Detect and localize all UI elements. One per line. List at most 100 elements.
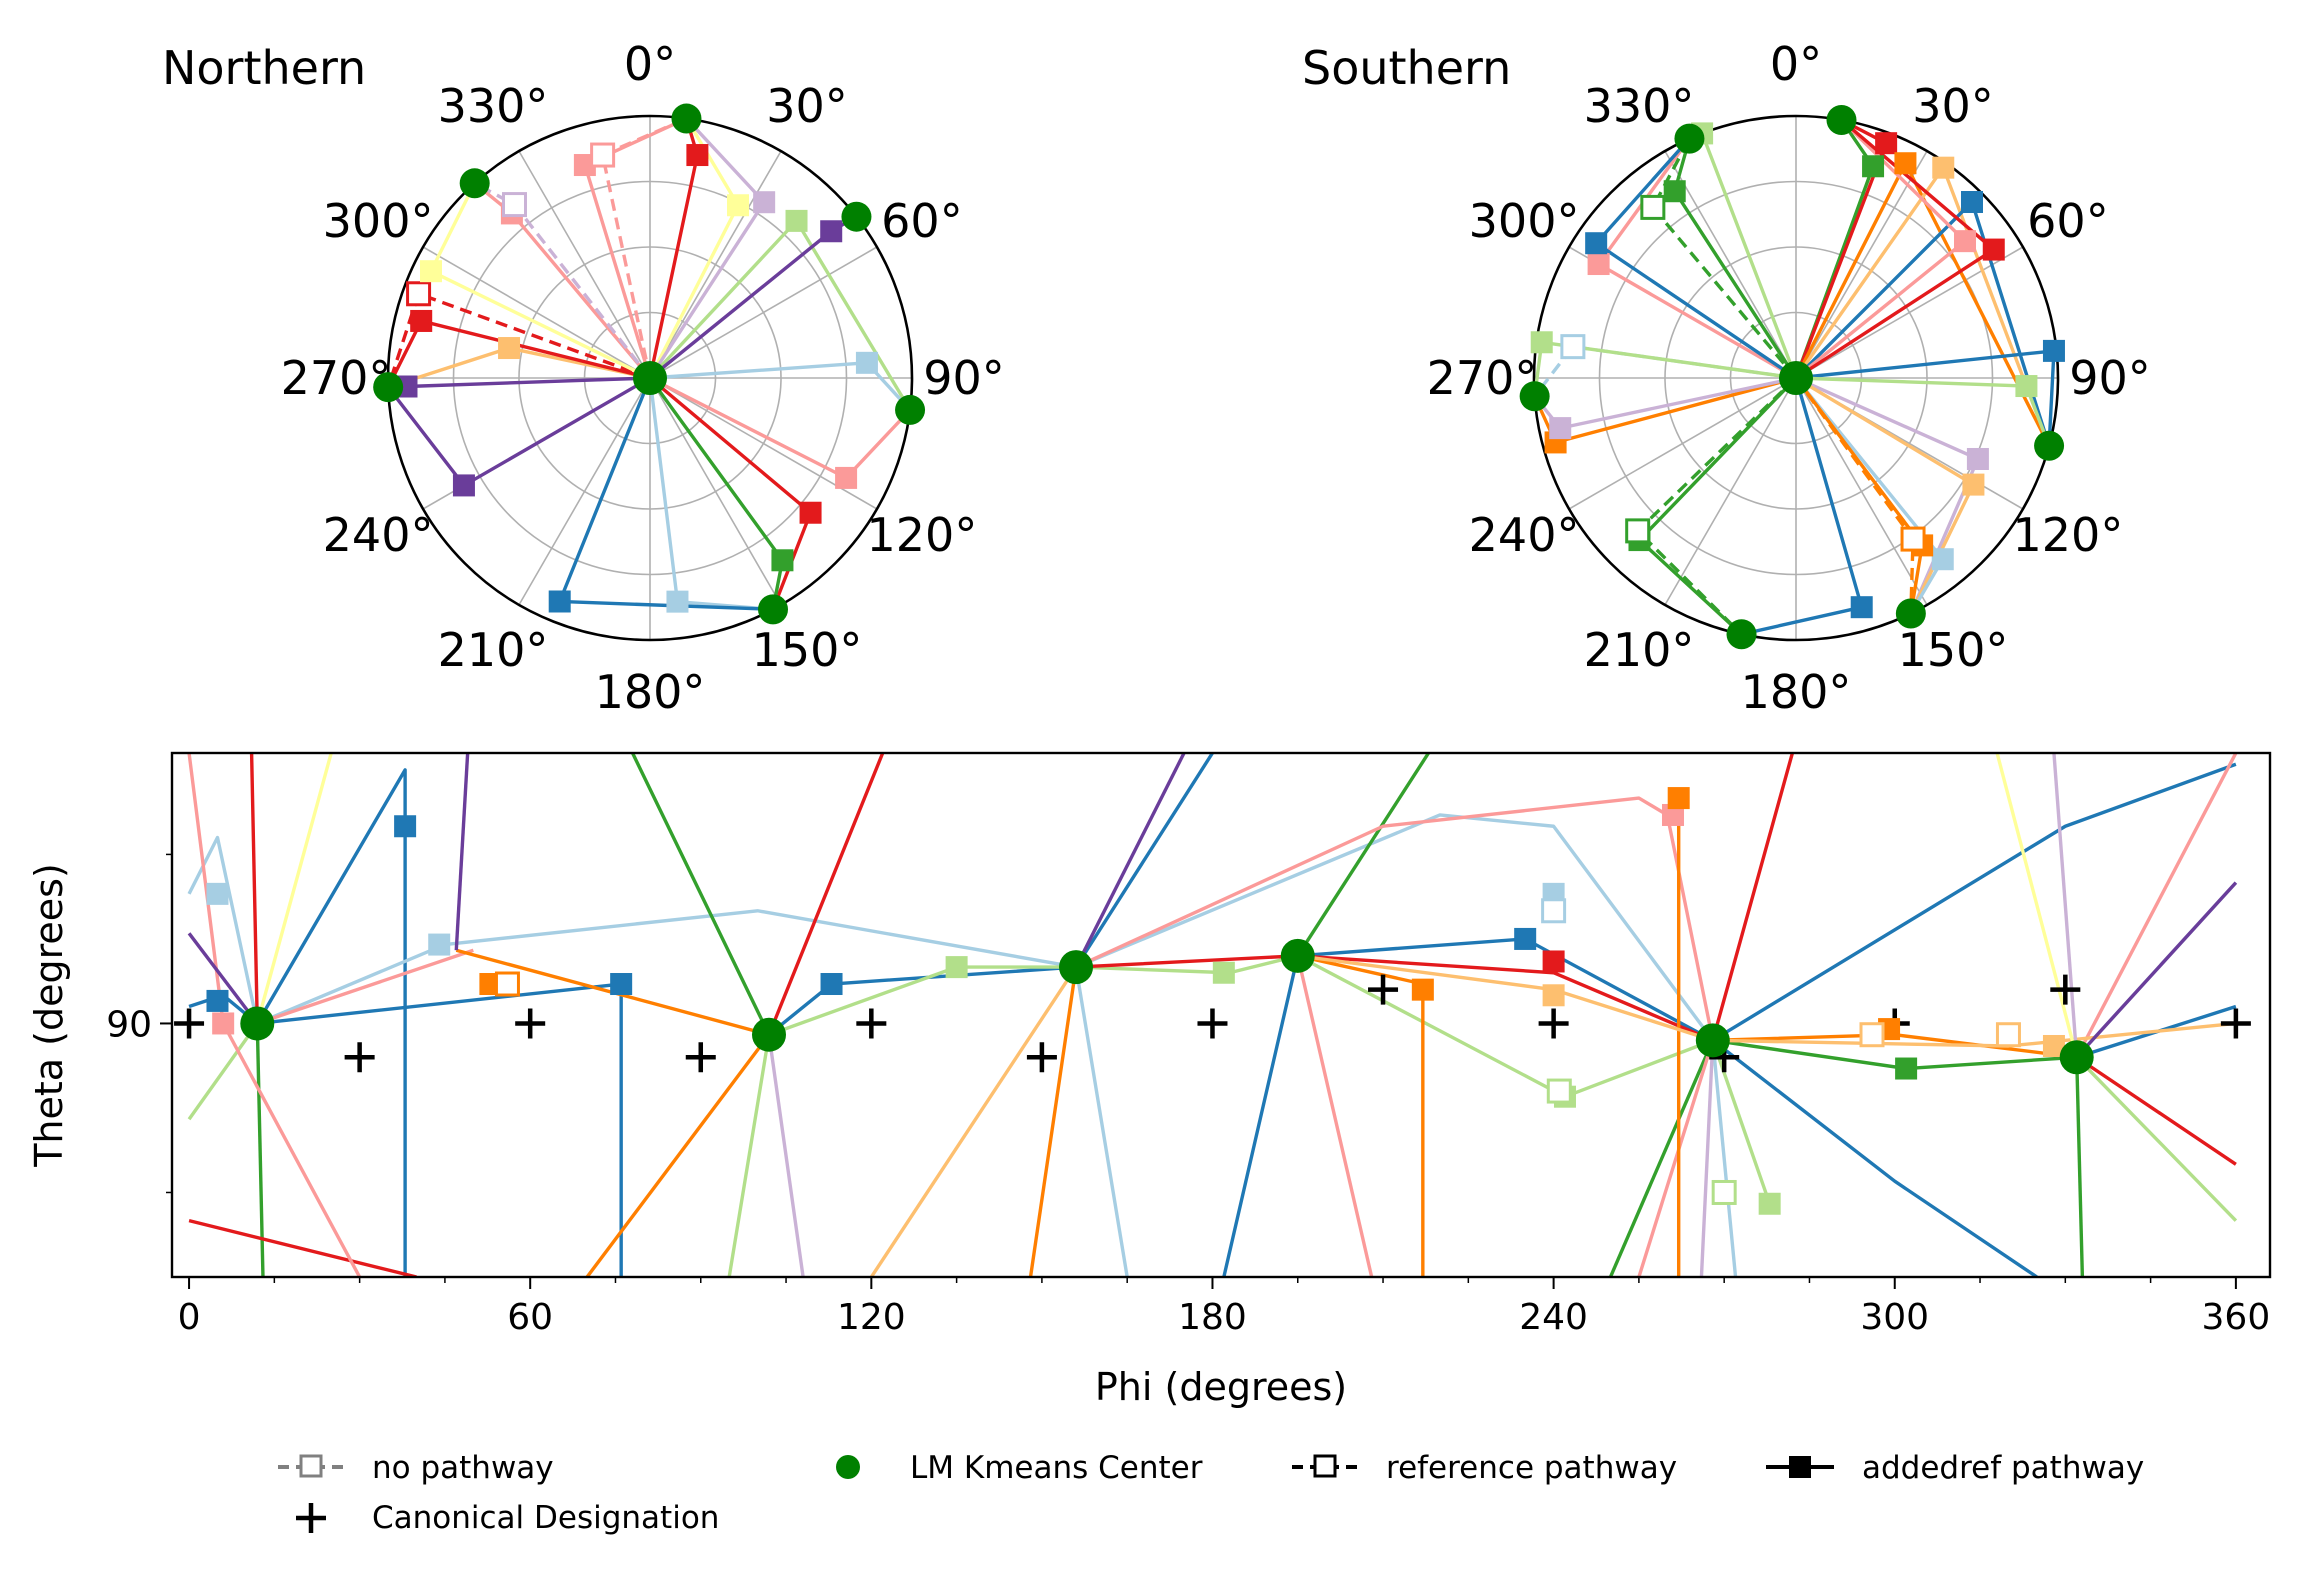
canonical-designation-marker (1197, 1008, 1228, 1039)
y-axis-tick-label: 90 (106, 1004, 152, 1045)
phi-theta-pathway-line (2075, 1055, 2237, 1166)
y-axis-ticks: 90 (106, 853, 172, 1194)
southern-kmeans-center (1726, 619, 1757, 650)
southern-pathway-marker (1962, 473, 1985, 496)
phi-theta-pathway-line (1637, 1039, 1715, 1277)
southern-kmeans-center (1779, 361, 1813, 395)
northern-theta-tick-label: 180° (595, 665, 706, 719)
phi-theta-pathway-line (767, 753, 885, 1036)
phi-theta-pathway-line (1074, 753, 1214, 969)
southern-theta-tick-label: 330° (1584, 79, 1695, 133)
southern-kmeans-center (1826, 104, 1857, 135)
canonical-designation-marker (856, 1008, 887, 1039)
northern-theta-tick-label: 240° (323, 508, 434, 562)
phi-theta-pathway-line (2074, 1057, 2085, 1277)
phi-theta-kmeans-center (2059, 1040, 2094, 1075)
canonical-designation-marker (174, 1008, 205, 1039)
x-axis-tick-label: 300 (1860, 1297, 1929, 1338)
southern-pathway-line (1651, 137, 1798, 380)
northern-angular-gridline (649, 150, 782, 379)
legend-no-pathway-label: no pathway (372, 1450, 554, 1486)
phi-theta-pathway-line (2075, 753, 2238, 1059)
northern-kmeans-center (671, 103, 702, 134)
southern-kmeans-center (1674, 123, 1705, 154)
phi-theta-pathway-marker (1662, 803, 1685, 826)
southern-pathway-marker (1862, 155, 1885, 178)
phi-theta-pathway-line (256, 909, 1077, 1026)
phi-theta-pathway-marker (1546, 1078, 1572, 1104)
legend-added-label: addedref pathway (1862, 1450, 2144, 1486)
southern-theta-tick-label: 150° (1898, 623, 2009, 677)
legend-reference-marker (1313, 1454, 1337, 1478)
phi-theta-markers (174, 787, 2251, 1215)
southern-polar-frame (1532, 114, 2060, 642)
phi-theta-pathway-line (869, 966, 1078, 1277)
northern-kmeans-center (758, 594, 789, 625)
phi-theta-plot-frame (170, 751, 2272, 1279)
northern-pathway-line (429, 182, 651, 380)
phi-theta-pathway-line (1711, 1040, 1738, 1277)
southern-theta-tick-label: 60° (2027, 194, 2109, 248)
phi-theta-kmeans-center (751, 1017, 786, 1052)
x-axis-tick-label: 60 (507, 1297, 553, 1338)
phi-theta-pathway-line (1608, 1039, 1715, 1277)
southern-pathway-marker (2042, 339, 2065, 362)
southern-pathway-marker (1585, 232, 1608, 255)
phi-theta-plot: 0 60 120 180 240 300 360 90 Phi (degrees) Thet… (27, 751, 2272, 1409)
southern-angular-gridline (1795, 377, 1928, 606)
southern-pathway-marker (1549, 417, 1572, 440)
phi-theta-pathway-marker (1995, 1022, 2021, 1048)
northern-theta-tick-label: 120° (867, 508, 978, 562)
southern-pathway-marker (1850, 596, 1873, 619)
legend-item-center: LM Kmeans Center (836, 1450, 1203, 1486)
phi-theta-kmeans-center (1280, 938, 1315, 973)
legend-added-marker (1789, 1456, 1811, 1478)
phi-theta-pathway-marker (1542, 950, 1565, 973)
northern-pathway-marker (799, 501, 822, 524)
phi-theta-pathway-line (249, 753, 259, 1024)
phi-theta-pathway-line (1075, 796, 1715, 1041)
northern-pathway-marker (498, 337, 521, 360)
canonical-designation-marker (685, 1042, 716, 1073)
legend-reference-label: reference pathway (1386, 1450, 1677, 1486)
northern-pathway-line (388, 376, 651, 488)
canonical-designation-marker (2220, 1008, 2251, 1039)
phi-theta-pathway-marker (206, 989, 229, 1012)
phi-theta-pathway-marker (1212, 961, 1235, 984)
northern-kmeans-center (841, 201, 872, 232)
northern-theta-tick-label: 0° (624, 37, 676, 91)
northern-theta-tick-label: 210° (438, 623, 549, 677)
phi-theta-pathway-marker (1542, 984, 1565, 1007)
northern-kmeans-center (895, 394, 926, 425)
southern-pathway-marker (1953, 230, 1976, 253)
canonical-designation-marker (2050, 974, 2081, 1005)
phi-theta-pathway-line (255, 753, 333, 1024)
phi-theta-pathway-line (727, 1034, 771, 1277)
southern-polar-plot: Southern 0° 30° 60° 90° 120° 150° 180° 210° 240°… (1302, 37, 2151, 719)
phi-theta-pathway-marker (1859, 1022, 1885, 1048)
phi-theta-pathway-line (1995, 753, 2079, 1058)
phi-theta-pathway-line (2075, 1056, 2238, 1222)
southern-pathway-marker (1560, 334, 1586, 360)
canonical-designation-marker (1026, 1042, 1057, 1073)
northern-pathway-marker (785, 209, 808, 232)
southern-theta-tick-label: 240° (1469, 508, 1580, 562)
phi-theta-pathway-line (2075, 881, 2238, 1059)
phi-theta-pathway-line (1699, 1040, 1715, 1277)
phi-theta-pathway-line (1296, 955, 1374, 1277)
x-axis-ticks: 0 60 120 180 240 300 360 (178, 1277, 2270, 1338)
phi-theta-pathway-line (1296, 753, 1430, 957)
southern-theta-tick-label: 30° (1912, 79, 1994, 133)
northern-pathway-marker (820, 220, 843, 243)
northern-angular-gridline (649, 246, 878, 379)
legend: no pathway LM Kmeans Center reference pa… (278, 1450, 2144, 1536)
northern-angular-gridline (422, 246, 651, 379)
southern-theta-tick-labels: 0° 30° 60° 90° 120° 150° 180° 210° 240° 270° 300° 3… (1427, 37, 2151, 719)
northern-kmeans-center (633, 361, 667, 395)
southern-angular-gridline (1664, 150, 1797, 379)
southern-pathway-marker (1587, 253, 1610, 276)
northern-theta-tick-label: 90° (923, 351, 1005, 405)
phi-theta-pathway-line (1711, 753, 1795, 1041)
southern-kmeans-center (1519, 381, 1550, 412)
southern-kmeans-center (2034, 430, 2065, 461)
